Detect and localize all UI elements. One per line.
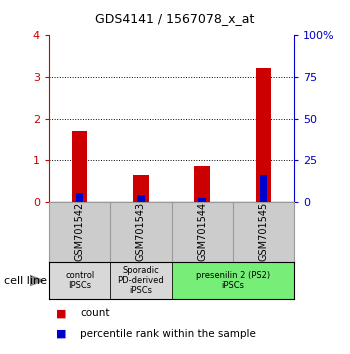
Text: count: count [80,308,110,318]
Bar [137,195,145,202]
Text: control
IPSCs: control IPSCs [65,271,94,290]
Text: GSM701543: GSM701543 [136,202,146,262]
Bar [256,68,271,202]
Text: GSM701542: GSM701542 [75,202,85,262]
Text: percentile rank within the sample: percentile rank within the sample [80,329,256,339]
Text: GSM701545: GSM701545 [258,202,268,262]
Text: Sporadic
PD-derived
iPSCs: Sporadic PD-derived iPSCs [118,266,164,296]
Bar [260,175,267,202]
Text: ■: ■ [56,308,66,318]
Text: cell line: cell line [4,275,47,286]
Bar [198,198,206,202]
Text: GDS4141 / 1567078_x_at: GDS4141 / 1567078_x_at [95,12,255,25]
Text: presenilin 2 (PS2)
iPSCs: presenilin 2 (PS2) iPSCs [196,271,270,290]
Polygon shape [30,275,46,286]
Bar [133,175,148,202]
Text: ■: ■ [56,329,66,339]
Bar [195,166,210,202]
Bar [172,262,294,299]
Text: GSM701544: GSM701544 [197,202,207,262]
Bar [72,131,87,202]
Bar [76,193,83,202]
Bar [49,262,110,299]
Bar [110,262,172,299]
